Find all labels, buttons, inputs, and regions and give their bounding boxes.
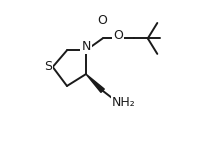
Text: S: S xyxy=(44,60,52,73)
Polygon shape xyxy=(86,74,104,92)
Text: O: O xyxy=(98,14,108,27)
Text: N: N xyxy=(81,40,91,54)
Text: O: O xyxy=(113,29,123,42)
Text: NH₂: NH₂ xyxy=(112,96,136,109)
